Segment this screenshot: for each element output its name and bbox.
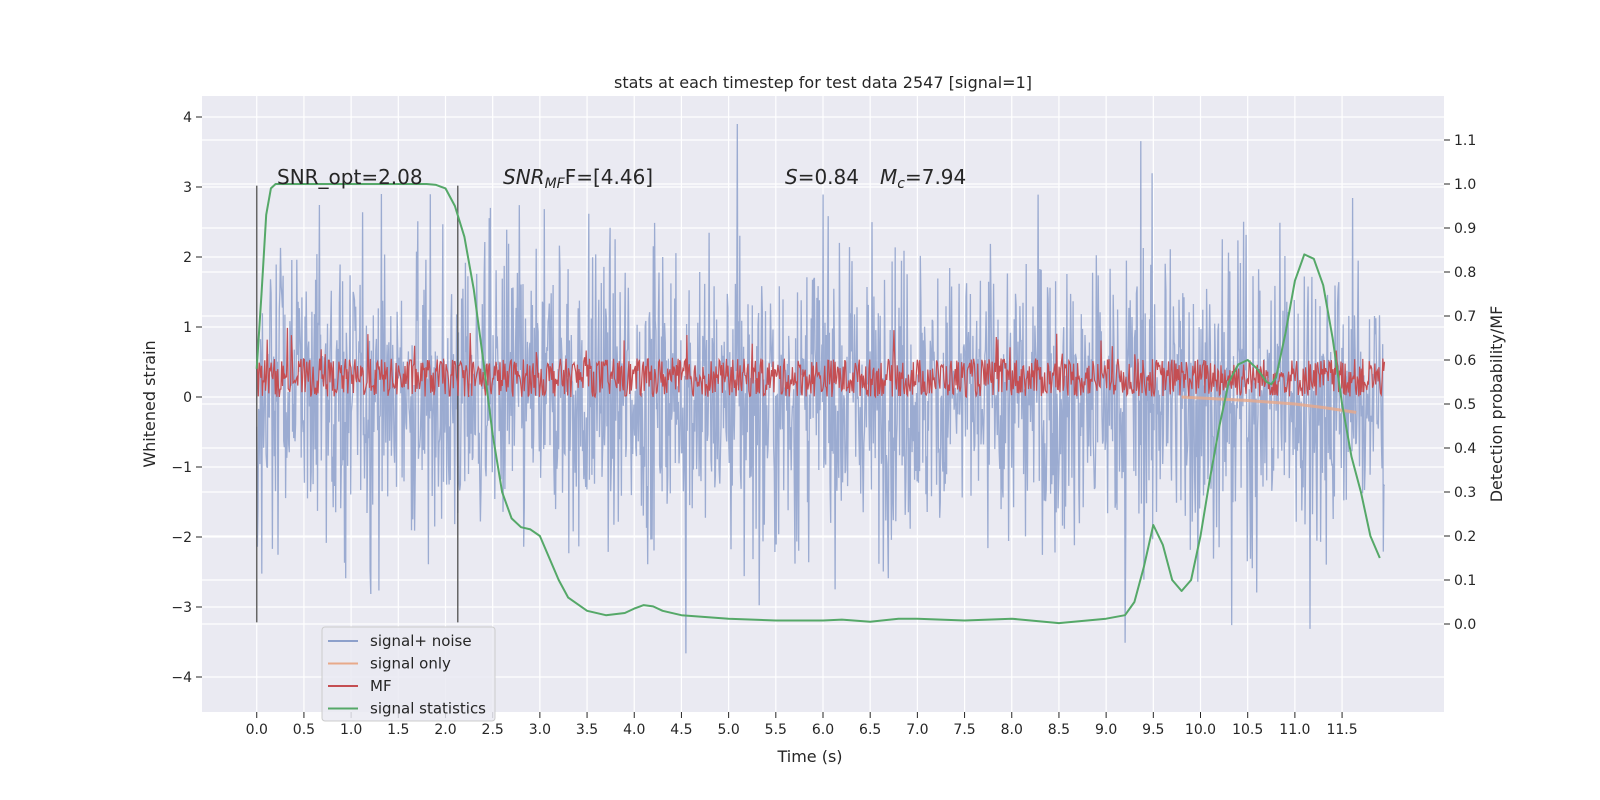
annotation-snr-mf: SNRMFF=[4.46]: [503, 165, 653, 192]
y-right-tick-label: 0.3: [1454, 485, 1476, 501]
y-left-axis-ticks: −4 −3 −2 −1 0 1 2 3 4: [171, 110, 202, 686]
x-axis-ticks: 0.0 0.5 1.0 1.5 2.0 2.5 3.0 3.5 4.0 4.5 5.0 5.5 6.0 6…: [246, 712, 1358, 738]
legend-label: signal only: [370, 655, 451, 673]
y-right-tick-label: 1.0: [1454, 177, 1476, 193]
annotation-mc-value: =7.94: [905, 165, 966, 189]
x-tick-label: 8.5: [1048, 722, 1070, 738]
y-right-tick-label: 0.0: [1454, 617, 1476, 633]
x-tick-label: 0.0: [246, 722, 268, 738]
annotation-mc-label: M: [880, 165, 897, 189]
x-tick-label: 10.5: [1232, 722, 1263, 738]
y-left-tick-label: −1: [171, 460, 192, 476]
y-left-tick-label: −3: [171, 600, 192, 616]
x-tick-label: 6.0: [812, 722, 834, 738]
x-tick-label: 7.5: [953, 722, 975, 738]
x-tick-label: 5.5: [765, 722, 787, 738]
signal-statistics-line: [255, 183, 1381, 625]
x-tick-label: 3.5: [576, 722, 598, 738]
y-left-tick-label: 3: [183, 180, 192, 196]
annotation-s: S=0.84: [785, 165, 859, 189]
legend: signal+ noise signal only MF signal statist…: [321, 626, 496, 722]
y-left-tick-label: 2: [183, 250, 192, 266]
x-tick-label: 8.0: [1001, 722, 1023, 738]
y-right-tick-label: 0.7: [1454, 309, 1476, 325]
y-left-tick-label: −4: [171, 670, 192, 686]
annotation-snr-opt: SNR_opt=2.08: [277, 165, 423, 189]
y-right-tick-label: 0.5: [1454, 397, 1476, 413]
x-tick-label: 4.0: [623, 722, 645, 738]
x-tick-label: 1.5: [387, 722, 409, 738]
y-right-tick-label: 0.4: [1454, 441, 1476, 457]
x-tick-label: 2.5: [482, 722, 504, 738]
x-tick-label: 5.0: [717, 722, 739, 738]
x-tick-label: 6.5: [859, 722, 881, 738]
x-tick-label: 4.5: [670, 722, 692, 738]
x-axis-label: Time (s): [776, 747, 842, 766]
x-tick-label: 9.0: [1095, 722, 1117, 738]
x-tick-label: 3.0: [529, 722, 551, 738]
x-tick-label: 1.0: [340, 722, 362, 738]
legend-label: MF: [370, 677, 392, 695]
y-right-tick-label: 1.1: [1454, 133, 1476, 149]
legend-label: signal+ noise: [370, 632, 472, 650]
y-right-tick-label: 0.1: [1454, 573, 1476, 589]
signal-only-line: [1181, 395, 1357, 414]
y-right-tick-label: 0.9: [1454, 221, 1476, 237]
y-right-axis-ticks: 0.0 0.1 0.2 0.3 0.4 0.5 0.6 0.7 0.8 0.9 1.0 1.1: [1444, 133, 1476, 633]
y-left-tick-label: −2: [171, 530, 192, 546]
y-left-tick-label: 1: [183, 320, 192, 336]
mf-line: [256, 327, 1386, 399]
legend-label: signal statistics: [370, 700, 486, 718]
x-tick-label: 7.0: [906, 722, 928, 738]
x-tick-label: 2.0: [434, 722, 456, 738]
y-left-tick-label: 4: [183, 110, 192, 126]
annotation-mc-sub: c: [897, 176, 905, 192]
chart-title: stats at each timestep for test data 254…: [614, 73, 1032, 92]
annotation-s-label: S: [785, 165, 798, 189]
mf-series: [256, 327, 1386, 399]
y-left-tick-label: 0: [183, 390, 192, 406]
y-right-axis-label: Detection probability/MF: [1487, 306, 1506, 503]
annotation-snr-mf-sub: MF: [545, 176, 566, 192]
x-tick-label: 9.5: [1142, 722, 1164, 738]
y-right-tick-label: 0.6: [1454, 353, 1476, 369]
vertical-markers: [255, 185, 459, 623]
annotation-mc: Mc=7.94: [880, 165, 966, 192]
signal-statistics-series: [255, 183, 1381, 625]
y-left-axis-label: Whitened strain: [140, 340, 159, 467]
legend-box: [321, 626, 496, 722]
x-tick-label: 10.0: [1185, 722, 1216, 738]
signal-only-series: [1181, 395, 1357, 414]
annotation-snr-mf-main: SNR: [503, 165, 545, 189]
y-right-tick-label: 0.8: [1454, 265, 1476, 281]
x-tick-label: 11.5: [1326, 722, 1357, 738]
annotation-snr-mf-rest: F=[4.46]: [565, 165, 653, 189]
x-tick-label: 11.0: [1279, 722, 1310, 738]
annotation-s-value: =0.84: [798, 165, 859, 189]
x-tick-label: 0.5: [293, 722, 315, 738]
y-right-tick-label: 0.2: [1454, 529, 1476, 545]
